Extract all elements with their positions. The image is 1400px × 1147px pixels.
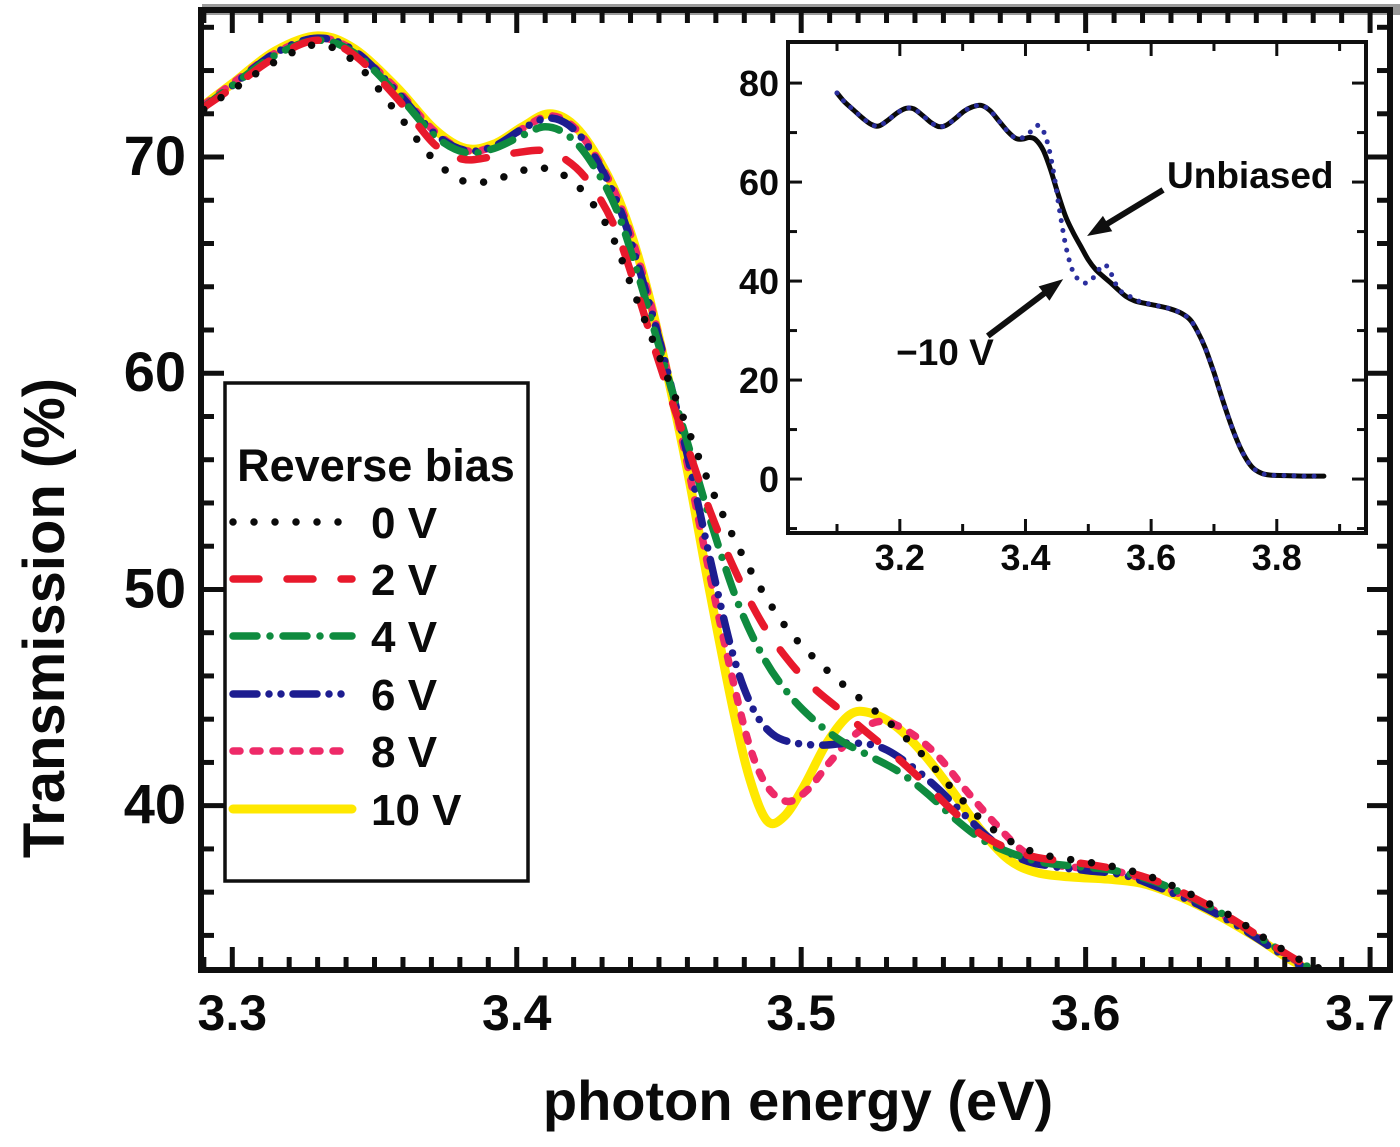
x-tick-label: 3.4 [482,985,552,1041]
x-tick-label: 3.4 [1000,537,1050,578]
y-tick-label: 50 [124,556,186,619]
y-tick-label: 40 [739,261,779,302]
series-curve-2v [203,36,1324,968]
legend [223,381,530,883]
y-tick-label: 80 [739,63,779,104]
inset-annotation-minus10v: −10 V [896,332,994,373]
legend-title: Reverse bias [237,440,515,491]
y-tick-label: 60 [124,340,186,403]
x-tick-label: 3.6 [1126,537,1176,578]
series-curve-0v [203,40,1332,968]
y-axis-title: Transmission (%) [12,378,77,858]
legend-label-4v: 4 V [371,613,438,662]
legend-label-2v: 2 V [371,556,438,605]
inset-background [788,42,1366,533]
curves [834,90,1327,479]
legend-label-10v: 10 V [371,786,462,835]
x-tick-label: 3.8 [1252,537,1302,578]
y-tick-label: 70 [124,124,186,187]
x-tick-label: 3.5 [766,985,836,1041]
series-curve-4v [203,36,1321,968]
inset-plot: 3.2 3.4 3.6 3.8 0 20 40 60 80 [739,40,1368,578]
series-curve-−10v [834,90,1327,479]
x-tick-label: 3.3 [198,985,268,1041]
legend-label-6v: 6 V [371,671,438,720]
x-tick-label: 3.7 [1325,985,1395,1041]
y-tick-label: 40 [124,773,186,836]
legend-box [223,381,530,883]
main-plot: 3.3 3.4 3.5 3.6 3.7 40 50 60 70 [124,7,1395,1041]
legend-label-0v: 0 V [371,499,438,548]
plot-border [198,7,1393,973]
series-curve-unbiased [834,90,1327,479]
x-axis-title: photon energy (eV) [543,1069,1053,1132]
y-tick-label: 0 [759,459,779,500]
inset-annotation-unbiased: Unbiased [1167,155,1334,196]
x-tick-label: 3.2 [875,537,925,578]
y-tick-label: 60 [739,162,779,203]
x-tick-label: 3.6 [1051,985,1121,1041]
curves [203,31,1332,968]
legend-label-8v: 8 V [371,728,438,777]
plot-border [786,40,1368,535]
y-tick-label: 20 [739,360,779,401]
